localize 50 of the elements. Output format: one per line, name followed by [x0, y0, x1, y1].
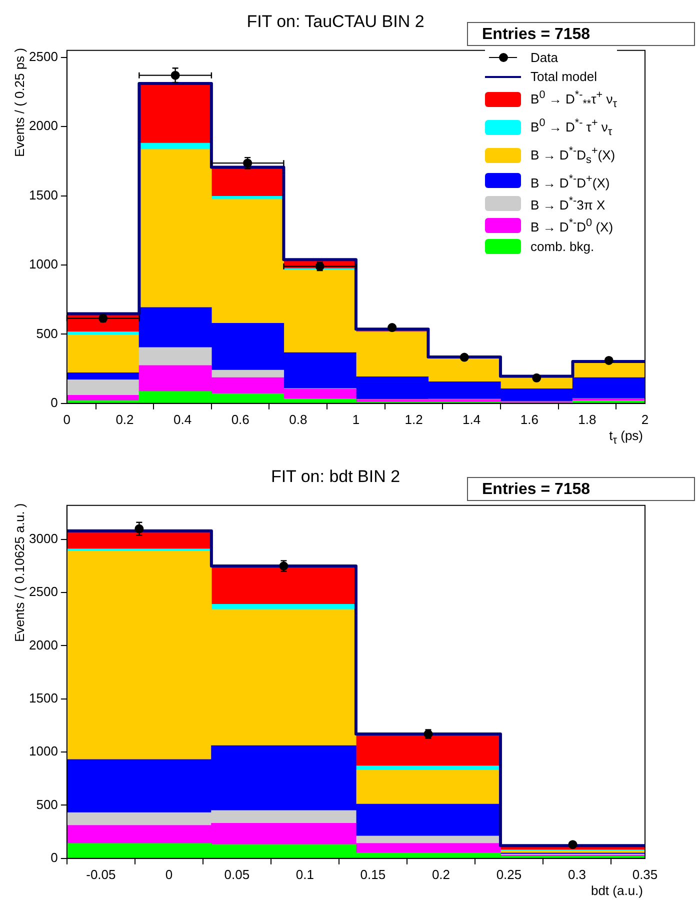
x-tick-label: 0.35: [632, 866, 658, 882]
x-axis-title: bdt (a.u.): [590, 883, 643, 898]
y-tick-label: 2500: [29, 48, 58, 64]
legend-label: B → D$^{*-}$3π X: [530, 194, 606, 214]
x-tick-label: 1.4: [462, 412, 481, 427]
y-tick-label: 500: [36, 326, 58, 341]
legend-label: comb. bkg.: [530, 238, 594, 256]
legend-label: B → D$^{*-}$D$^{0}$ (X): [530, 216, 614, 237]
x-tick-label: 1.8: [578, 412, 596, 427]
y-tick-label: 1000: [29, 744, 58, 759]
x-tick-label: 0: [165, 866, 173, 882]
text: Entries = 7158: [467, 22, 695, 46]
x-tick-label: 0: [63, 412, 71, 427]
y-axis-title: Events / ( 0.10625 a.u. ): [12, 503, 27, 642]
x-tick-label: 0.3: [568, 866, 586, 882]
y-tick-label: 2000: [29, 637, 58, 652]
legend-label: Total model: [530, 68, 598, 86]
legend-label: Data: [530, 49, 558, 67]
y-tick-label: 1500: [29, 187, 58, 202]
y-tick-label: 0: [50, 394, 58, 410]
x-tick-label: 0.4: [173, 412, 192, 427]
y-tick-label: 500: [36, 796, 58, 812]
y-tick-label: 1500: [29, 690, 58, 706]
x-tick-label: 0.6: [231, 412, 250, 427]
text: Entries = 7158: [467, 477, 695, 501]
legend-label: B → D$^{*-}$D$^{+}$(X): [530, 172, 610, 192]
y-tick-label: 2500: [29, 584, 58, 600]
x-tick-label: 2: [641, 412, 649, 427]
x-tick-label: 0.15: [360, 866, 386, 882]
x-tick-label: 1.2: [404, 412, 423, 427]
x-tick-label: 0.1: [296, 866, 314, 882]
legend-label: B → D$^{*-}$D$_{s}$$^{+}$(X): [530, 144, 616, 168]
x-tick-label: 1: [352, 412, 360, 427]
y-tick-label: 0: [50, 850, 58, 865]
text: B$^{0}$ → D$^{*-}$$_{**}$τ$^{+}$ ν$_{τ}$: [530, 89, 617, 110]
x-tick-label: -0.05: [86, 866, 116, 882]
legend-label: B$^{0}$ → D$^{*-}$ τ$^{+}$ ν$_{τ}$: [530, 116, 612, 140]
y-tick-label: 2000: [29, 118, 58, 134]
x-tick-label: 0.05: [224, 866, 250, 882]
x-tick-label: 0.2: [432, 866, 450, 882]
chart-title: FIT on: TauCTAU BIN 2: [246, 12, 424, 31]
chart-title: FIT on: bdt BIN 2: [270, 466, 400, 486]
x-tick-label: 0.25: [496, 866, 522, 882]
x-tick-label: 0.2: [116, 412, 134, 427]
x-tick-label: 0.8: [289, 412, 308, 427]
y-tick-label: 3000: [29, 531, 58, 546]
x-axis-title: t$_{τ}$ (ps): [609, 428, 643, 447]
x-tick-label: 1.6: [520, 412, 538, 427]
y-axis-title: Events / ( 0.25 ps ): [12, 48, 27, 158]
y-tick-label: 1000: [29, 256, 58, 272]
